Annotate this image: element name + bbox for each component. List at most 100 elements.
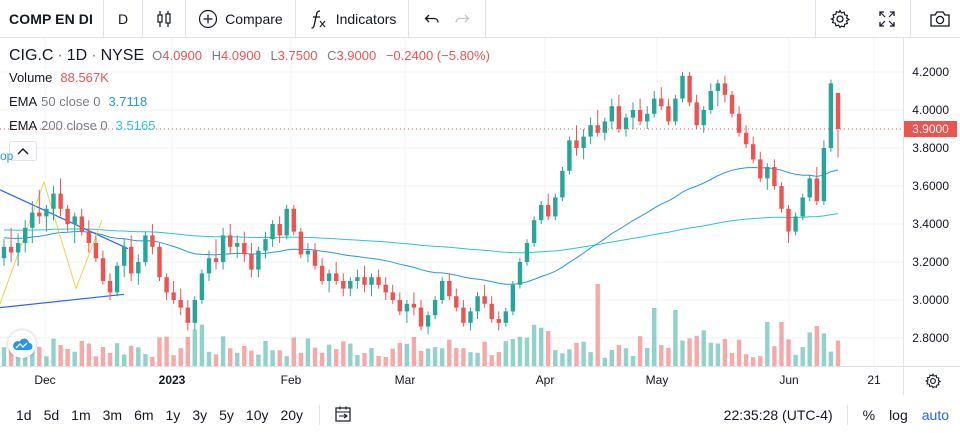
volume-bar — [213, 354, 219, 366]
candle-body — [411, 303, 417, 308]
volume-bar — [461, 348, 466, 366]
candle-body — [482, 296, 487, 304]
candle-body — [270, 224, 275, 240]
volume-bar — [652, 308, 657, 366]
candle-body — [489, 303, 494, 319]
volume-bar — [743, 354, 749, 366]
range-button-10y[interactable]: 10y — [245, 407, 269, 423]
tradingview-logo[interactable] — [8, 330, 36, 358]
volume-bar — [192, 329, 197, 366]
candle-body — [807, 178, 812, 198]
candle-body — [122, 246, 127, 266]
fullscreen-button[interactable] — [864, 0, 910, 38]
volume-legend[interactable]: Volume 88.567K — [9, 66, 490, 90]
price-tick-label: 3.8000 — [912, 141, 949, 155]
candle-body — [164, 277, 169, 293]
volume-bar — [143, 354, 148, 366]
ema200-legend[interactable]: EMA 200 close 0 3.5165 — [9, 114, 490, 138]
volume-bar — [793, 354, 798, 366]
clock-timezone[interactable]: 22:35:28 (UTC-4) — [723, 407, 833, 423]
log-toggle[interactable]: log — [889, 407, 908, 423]
price-axis[interactable]: 4.2000 4.0000 3.8000 3.6000 3.4000 3.2000 3.00… — [903, 38, 960, 366]
ema50-legend[interactable]: EMA 50 close 0 3.7118 — [9, 90, 490, 114]
candle-body — [362, 277, 367, 285]
interval-button[interactable]: D — [117, 10, 129, 27]
time-tick-label: May — [645, 373, 669, 387]
volume-bar — [319, 352, 325, 366]
candle-body — [136, 262, 141, 274]
candle-body — [454, 296, 459, 308]
gear-icon — [924, 373, 941, 389]
divider — [910, 0, 911, 38]
range-button-6m[interactable]: 6m — [134, 407, 154, 423]
price-tick-label: 3.2000 — [912, 255, 949, 269]
candle-body — [779, 186, 784, 209]
settings-button[interactable] — [816, 0, 864, 38]
volume-bar — [362, 353, 367, 366]
time-tick-label: 2023 — [158, 373, 186, 387]
low-key: L — [270, 48, 278, 63]
volume-bar — [645, 348, 650, 366]
volume-bar — [312, 347, 318, 366]
candle-body — [659, 98, 664, 107]
compare-button[interactable]: Compare — [186, 0, 295, 38]
undo-button[interactable] — [409, 0, 447, 38]
close-value: 3.9000 — [336, 48, 377, 63]
volume-bar — [411, 337, 417, 366]
time-axis[interactable]: Dec 2023 Feb Mar Apr May Jun 21 — [0, 366, 903, 395]
indicators-button[interactable]: Indicators — [296, 0, 409, 38]
symbol-legend[interactable]: CIG.C · 1D · NYSE O4.0900 H4.0900 L3.750… — [9, 46, 490, 66]
time-tick-label: Apr — [535, 373, 555, 387]
volume-bar — [390, 348, 395, 366]
volume-bar — [44, 356, 49, 366]
candle-body — [800, 197, 805, 217]
ema50-name: EMA — [9, 94, 38, 109]
volume-bar — [79, 340, 84, 366]
candle-body — [531, 220, 537, 243]
range-button-3m[interactable]: 3m — [102, 407, 123, 423]
candle-body — [461, 307, 466, 323]
candle-body — [652, 98, 657, 114]
candle-body — [376, 277, 381, 285]
candle-body — [199, 273, 205, 300]
pattern-drawing — [0, 180, 103, 304]
range-button-1y[interactable]: 1y — [165, 407, 181, 423]
volume-bar — [220, 336, 226, 366]
range-button-1m[interactable]: 1m — [71, 407, 91, 423]
percent-toggle[interactable]: % — [862, 407, 876, 423]
volume-bar — [291, 337, 296, 366]
price-chart[interactable] — [0, 38, 903, 366]
redo-button[interactable] — [447, 0, 485, 38]
volume-bar — [383, 357, 388, 366]
volume-bar — [228, 348, 233, 366]
candle-body — [185, 307, 190, 323]
range-button-1d[interactable]: 1d — [16, 407, 32, 423]
volume-bar — [298, 352, 304, 366]
goto-date-button[interactable] — [328, 405, 358, 426]
range-button-3y[interactable]: 3y — [192, 407, 208, 423]
range-button-20y[interactable]: 20y — [280, 407, 304, 423]
chart-type-button[interactable] — [143, 0, 185, 38]
volume-bar — [531, 324, 537, 366]
open-key: O — [152, 48, 163, 63]
snapshot-button[interactable] — [911, 0, 960, 38]
volume-bar — [701, 330, 706, 366]
symbol-search[interactable]: COMP EN DI — [9, 10, 93, 27]
legend-collapse-button[interactable] — [9, 141, 37, 161]
candle-body — [298, 231, 304, 255]
candles-icon — [157, 10, 171, 27]
axis-settings-button[interactable] — [903, 366, 960, 395]
range-button-5d[interactable]: 5d — [43, 407, 60, 423]
dot-separator: · — [57, 47, 63, 64]
auto-toggle[interactable]: auto — [921, 407, 949, 423]
candle-body — [383, 284, 388, 293]
volume-bar — [249, 350, 254, 366]
candle-body — [666, 106, 671, 122]
low-value: 3.7500 — [277, 48, 318, 63]
candle-body — [539, 205, 544, 221]
candle-body — [390, 292, 395, 300]
cloud-icon — [13, 338, 33, 350]
price-tick-label: 4.2000 — [912, 65, 949, 79]
range-button-5y[interactable]: 5y — [219, 407, 234, 423]
volume-bar — [786, 339, 791, 366]
